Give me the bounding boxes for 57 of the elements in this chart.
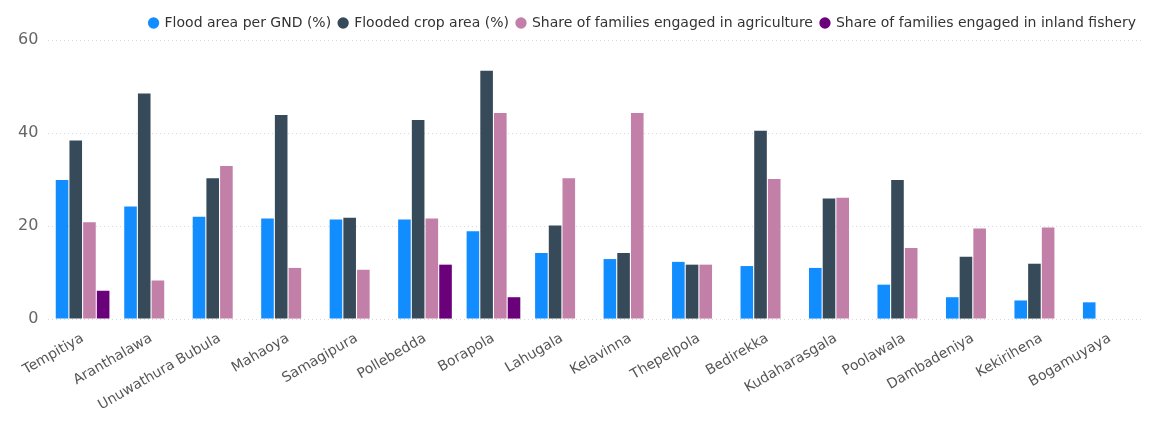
bar bbox=[124, 206, 137, 319]
bar bbox=[904, 247, 918, 319]
bar bbox=[398, 219, 411, 319]
bar bbox=[973, 228, 986, 319]
bar bbox=[480, 70, 493, 319]
y-tick-label: 20 bbox=[18, 215, 39, 235]
bar bbox=[630, 113, 644, 319]
bar bbox=[548, 225, 562, 319]
bar bbox=[357, 269, 370, 319]
bar bbox=[192, 216, 206, 319]
bar bbox=[822, 198, 836, 319]
legend-label: Flood area per GND (%) bbox=[164, 13, 332, 30]
bar bbox=[1041, 227, 1055, 319]
bar bbox=[562, 178, 576, 319]
bar bbox=[274, 114, 288, 319]
y-tick-label: 60 bbox=[18, 29, 39, 49]
bar bbox=[535, 253, 548, 319]
bar bbox=[466, 231, 480, 319]
bar bbox=[507, 297, 521, 319]
bar bbox=[603, 259, 617, 319]
bar bbox=[1014, 300, 1028, 319]
bar bbox=[261, 218, 274, 319]
bar bbox=[1082, 302, 1096, 319]
bar bbox=[877, 284, 891, 319]
bar bbox=[96, 290, 110, 319]
legend-label: Share of families engaged in agriculture bbox=[531, 13, 813, 30]
bar bbox=[767, 179, 781, 319]
bar bbox=[891, 180, 904, 319]
bar bbox=[439, 264, 452, 319]
bar bbox=[83, 222, 96, 319]
bar bbox=[425, 218, 439, 319]
bar bbox=[69, 140, 83, 319]
bar bbox=[206, 178, 220, 319]
bar bbox=[329, 219, 343, 319]
bar bbox=[740, 266, 754, 319]
bar bbox=[220, 166, 233, 319]
bar bbox=[411, 120, 425, 319]
legend-label: Share of families engaged in inland fishery bbox=[835, 13, 1137, 30]
bar bbox=[945, 297, 959, 319]
bar bbox=[836, 197, 849, 319]
bar bbox=[288, 267, 302, 319]
bar bbox=[55, 180, 69, 319]
bar bbox=[137, 93, 151, 319]
bar bbox=[343, 217, 356, 319]
bar bbox=[754, 130, 767, 319]
y-tick-label: 0 bbox=[28, 308, 39, 328]
bar bbox=[699, 264, 713, 319]
bar bbox=[1028, 263, 1041, 319]
bar bbox=[672, 261, 685, 319]
y-tick-label: 40 bbox=[18, 122, 39, 142]
bar bbox=[494, 113, 507, 319]
bar bbox=[959, 256, 973, 319]
bar bbox=[151, 280, 165, 319]
legend-label: Flooded crop area (%) bbox=[354, 13, 509, 30]
bar bbox=[809, 267, 822, 319]
bar bbox=[685, 264, 699, 319]
bar bbox=[617, 253, 630, 319]
